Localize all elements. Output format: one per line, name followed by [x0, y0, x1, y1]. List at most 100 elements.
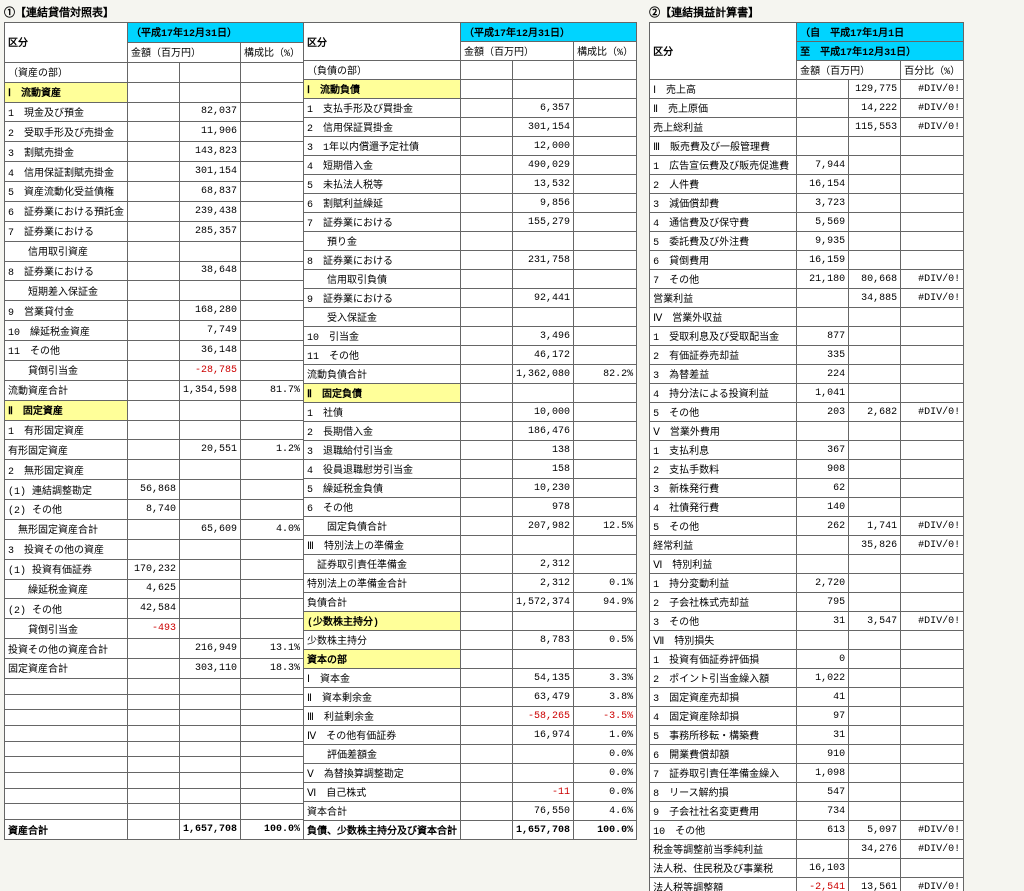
table-row: 8 証券業における231,758: [304, 251, 637, 270]
table-row: Ⅰ 流動負債: [304, 80, 637, 99]
table-row: 1 有形固定資産: [5, 420, 304, 440]
cell: #DIV/0!: [901, 878, 964, 891]
cell: 1.0%: [574, 726, 637, 745]
cell: [241, 142, 304, 162]
row-label: 4 短期借入金: [304, 156, 461, 175]
row-label: 資本合計: [304, 802, 461, 821]
cell: [128, 321, 180, 341]
row-label: 6 開業費償却額: [650, 745, 797, 764]
table-row: [5, 741, 304, 757]
cell: 224: [797, 365, 849, 384]
cell: [797, 80, 849, 99]
table-row: [5, 773, 304, 789]
row-label: 10 繰延税金資産: [5, 321, 128, 341]
cell: [901, 859, 964, 878]
row-label: 少数株主持分: [304, 631, 461, 650]
cell: [797, 555, 849, 574]
table-row: 2 長期借入金186,476: [304, 422, 637, 441]
cell: 35,826: [849, 536, 901, 555]
row-label: 繰延税金資産: [5, 579, 128, 599]
cell: [849, 251, 901, 270]
total-label: 負債、少数株主持分及び資本合計: [304, 821, 461, 840]
total-cell: [128, 820, 180, 840]
cell: [513, 745, 574, 764]
cell: [901, 631, 964, 650]
cell: [901, 498, 964, 517]
cell: [241, 500, 304, 520]
cell: [574, 650, 637, 669]
table-row: Ⅱ 資本剰余金63,4793.8%: [304, 688, 637, 707]
cell: [128, 261, 180, 281]
cell: [241, 301, 304, 321]
cell: [461, 593, 513, 612]
cell: 97: [797, 707, 849, 726]
row-label: Ⅰ 売上高: [650, 80, 797, 99]
table-row: [5, 804, 304, 820]
table-row: 5 その他2032,682#DIV/0!: [650, 403, 964, 422]
cell: 140: [797, 498, 849, 517]
cell: [513, 308, 574, 327]
cell: [180, 539, 241, 559]
cell: 3,496: [513, 327, 574, 346]
cell: [241, 341, 304, 361]
total-label: 資産合計: [5, 820, 128, 840]
cell: [901, 194, 964, 213]
cell: [574, 479, 637, 498]
empty-cell: [5, 788, 128, 804]
row-label: 4 役員退職慰労引当金: [304, 460, 461, 479]
table-row: 3 為替差益224: [650, 365, 964, 384]
row-label: 4 固定資産除却損: [650, 707, 797, 726]
cell: [901, 574, 964, 593]
cell: [574, 232, 637, 251]
cell: 203: [797, 403, 849, 422]
cell: [128, 182, 180, 202]
cell: [128, 539, 180, 559]
row-label: Ⅱ 売上原価: [650, 99, 797, 118]
table-row: 1 社債10,000: [304, 403, 637, 422]
cell: 216,949: [180, 639, 241, 659]
cell: [849, 669, 901, 688]
cell: [461, 327, 513, 346]
col-amount: 金額（百万円）: [797, 61, 901, 80]
table-row: 経常利益35,826#DIV/0!: [650, 536, 964, 555]
table-row: 5 繰延税金負債10,230: [304, 479, 637, 498]
cell: [574, 460, 637, 479]
cell: [901, 745, 964, 764]
cell: [461, 650, 513, 669]
cell: [797, 289, 849, 308]
table-row: 1 受取利息及び受取配当金877: [650, 327, 964, 346]
cell: #DIV/0!: [901, 840, 964, 859]
row-label: 流動負債合計: [304, 365, 461, 384]
cell: 3.3%: [574, 669, 637, 688]
cell: 490,029: [513, 156, 574, 175]
cell: [513, 764, 574, 783]
col-ratio: 構成比（%）: [574, 42, 637, 61]
table-row: 4 持分法による投資利益1,041: [650, 384, 964, 403]
cell: 31: [797, 612, 849, 631]
cell: 1,354,598: [180, 380, 241, 400]
cell: [461, 251, 513, 270]
bs-liab-table: 区分 （平成17年12月31日） 金額（百万円） 構成比（%） （負債の部）Ⅰ …: [303, 22, 637, 840]
table-row: 9 営業貸付金168,280: [5, 301, 304, 321]
cell: [849, 365, 901, 384]
row-label: 6 その他: [304, 498, 461, 517]
row-label: 7 その他: [650, 270, 797, 289]
cell: [797, 137, 849, 156]
cell: 910: [797, 745, 849, 764]
table-row: 3 減価償却費3,723: [650, 194, 964, 213]
cell: 138: [513, 441, 574, 460]
cell: 1,022: [797, 669, 849, 688]
cell: #DIV/0!: [901, 403, 964, 422]
row-label: 2 受取手形及び売掛金: [5, 122, 128, 142]
cell: #DIV/0!: [901, 99, 964, 118]
row-label: （負債の部）: [304, 61, 461, 80]
cell: 795: [797, 593, 849, 612]
row-label: Ⅲ 利益剰余金: [304, 707, 461, 726]
row-label: 7 証券業における: [304, 213, 461, 232]
cell: [128, 380, 180, 400]
row-label: 有形固定資産: [5, 440, 128, 460]
cell: [461, 441, 513, 460]
row-label: 9 証券業における: [304, 289, 461, 308]
row-label: 経常利益: [650, 536, 797, 555]
cell: [241, 460, 304, 480]
